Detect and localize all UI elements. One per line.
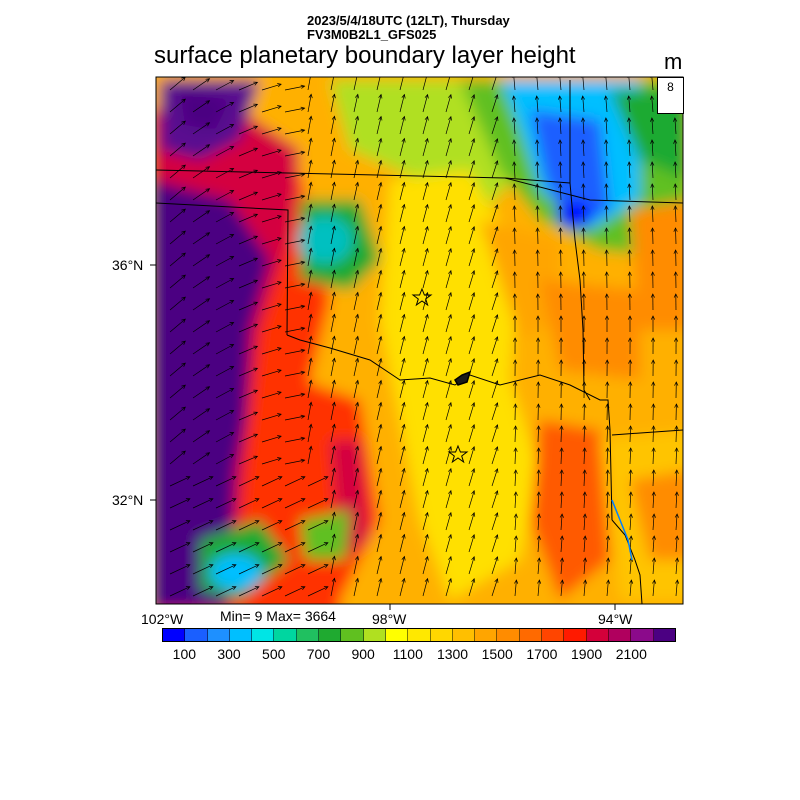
colorbar-swatch	[452, 629, 476, 641]
colorbar-swatch	[608, 629, 632, 641]
colorbar-swatch	[586, 629, 609, 641]
river-feature	[611, 499, 633, 561]
valid-time-label: 2023/5/4/18UTC (12LT), Thursday	[307, 13, 510, 28]
colorbar-swatch	[475, 629, 498, 641]
colorbar-swatch	[653, 629, 675, 641]
map-title: surface planetary boundary layer height	[154, 42, 576, 69]
lat-label-36n: 36°N	[112, 257, 144, 273]
reference-vector-box: 8	[657, 77, 684, 114]
colorbar-label: 1500	[481, 646, 513, 662]
colorbar-swatch	[542, 629, 565, 641]
colorbar-swatch	[185, 629, 208, 641]
colorbar-swatch	[430, 629, 453, 641]
colorbar-label: 1700	[526, 646, 558, 662]
colorbar-swatch	[564, 629, 587, 641]
colorbar-swatch	[341, 629, 364, 641]
colorbar-swatch	[631, 629, 654, 641]
colorbar-label: 700	[306, 646, 331, 662]
station-star-marker	[411, 287, 433, 307]
station-star-marker	[447, 444, 469, 464]
colorbar-label: 100	[172, 646, 197, 662]
colorbar-swatch	[497, 629, 520, 641]
colorbar-label: 1100	[392, 646, 423, 662]
map-frame	[155, 76, 684, 605]
colorbar-label: 2100	[615, 646, 647, 662]
colorbar-swatch	[207, 629, 230, 641]
lon-label-102w: 102°W	[141, 611, 184, 627]
lon-label-98w: 98°W	[372, 611, 407, 627]
lake-texoma-feature	[454, 370, 472, 386]
colorbar-swatch	[163, 629, 186, 641]
axis-ticks	[150, 264, 616, 610]
colorbar-swatch	[519, 629, 543, 641]
wind-vector-field	[169, 77, 680, 597]
colorbar-swatch	[408, 629, 431, 641]
colorbar-swatch	[229, 629, 253, 641]
state-boundaries	[155, 80, 684, 605]
colorbar-label: 1300	[436, 646, 469, 662]
colorbar-swatch	[319, 629, 342, 641]
colorbar-swatch	[385, 629, 409, 641]
colorbar-swatch	[363, 629, 386, 641]
units-label: m	[664, 49, 683, 74]
colorbar-label: 900	[351, 646, 375, 662]
model-name-label: FV3M0B2L1_GFS025	[307, 27, 437, 42]
colorbar-label: 300	[217, 646, 241, 662]
reference-vector-value: 8	[667, 80, 674, 94]
colorbar-swatch	[252, 629, 275, 641]
colorbar-label: 1900	[571, 646, 603, 662]
lat-label-32n: 32°N	[112, 492, 144, 508]
pbl-field	[156, 77, 683, 604]
colorbar-label: 500	[262, 646, 286, 662]
colorbar-swatch	[296, 629, 320, 641]
colorbar-swatch	[274, 629, 297, 641]
colorbar	[162, 628, 676, 642]
min-max-label: Min= 9 Max= 3664	[220, 608, 336, 624]
lon-label-94w: 94°W	[598, 611, 633, 627]
